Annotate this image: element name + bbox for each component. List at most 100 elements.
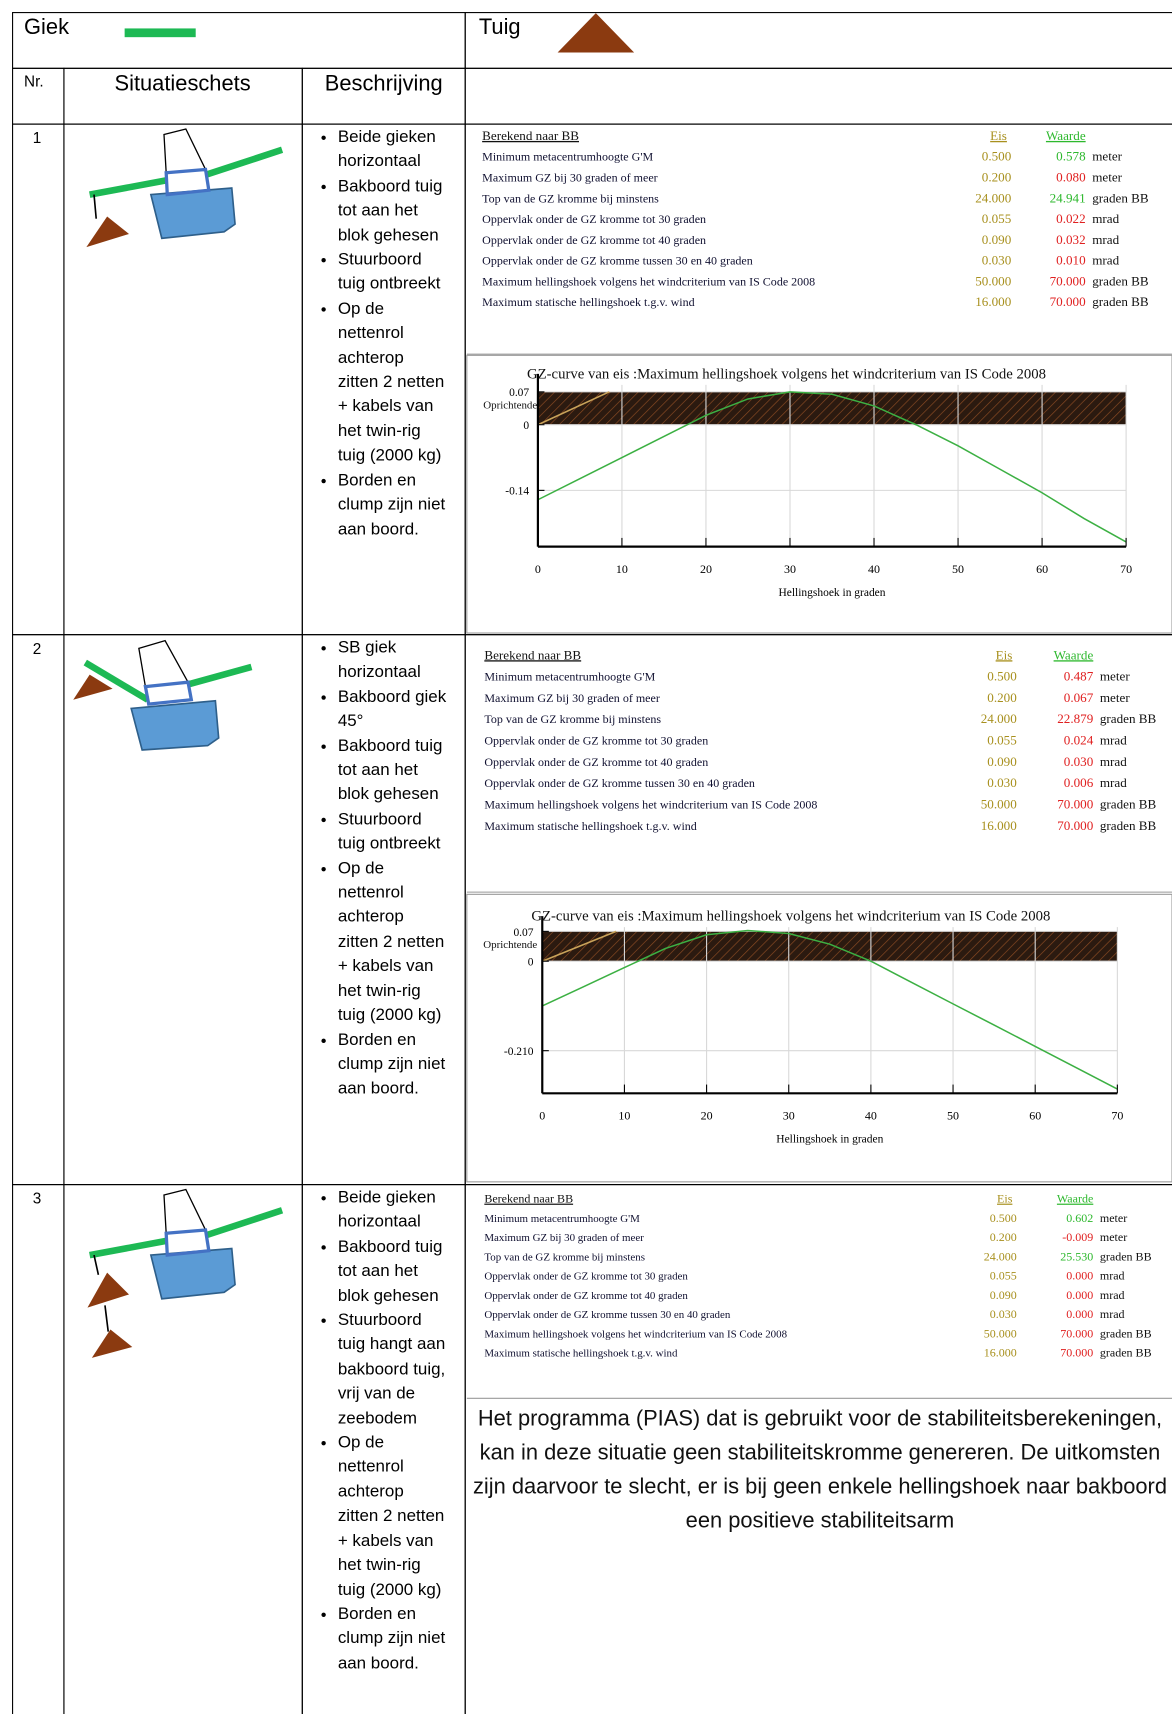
sketch-3 [87, 1188, 284, 1358]
results-title: Berekend naar BB [484, 647, 581, 662]
result-unit: mrad [1100, 1307, 1125, 1321]
x-tick-label: 70 [1120, 562, 1132, 576]
result-waarde: 24.941 [1050, 190, 1086, 205]
result-eis: 0.090 [987, 754, 1017, 769]
x-tick-label: 30 [784, 562, 796, 576]
y-tick-label: -0.210 [504, 1046, 534, 1058]
result-eis: 0.030 [982, 253, 1012, 268]
gz-curve [537, 391, 610, 426]
results-title: Berekend naar BB [482, 128, 579, 143]
description-item: Bakboord tuig tot aan het blok gehesen [338, 734, 447, 807]
result-unit: graden BB [1100, 1249, 1152, 1263]
description-item: Op de nettenrol achterop zitten 2 netten… [338, 1431, 447, 1602]
col-nr: Nr. [24, 72, 44, 90]
x-tick-label: 10 [616, 562, 628, 576]
x-tick-label: 70 [1111, 1109, 1123, 1123]
description-item: Stuurboord tuig ontbreekt [338, 808, 447, 857]
gz-curve [541, 929, 1118, 1090]
result-label: Oppervlak onder de GZ kromme tot 40 grad… [484, 1290, 688, 1302]
result-label: Oppervlak onder de GZ kromme tot 30 grad… [484, 1271, 688, 1283]
result-label: Oppervlak onder de GZ kromme tot 40 grad… [482, 233, 706, 247]
result-eis: 0.500 [987, 669, 1017, 684]
result-waarde: 70.000 [1050, 294, 1086, 309]
description-item: Borden en clump zijn niet aan boord. [338, 1028, 447, 1101]
result-label: Maximum statische hellingshoek t.g.v. wi… [482, 295, 694, 309]
result-waarde: 70.000 [1060, 1346, 1093, 1360]
x-axis-label: Hellingshoek in graden [776, 1133, 883, 1145]
result-label: Maximum GZ bij 30 graden of meer [484, 1232, 644, 1244]
result-waarde: 0.487 [1064, 669, 1094, 684]
row-number: 1 [32, 129, 42, 147]
result-waarde: 0.080 [1056, 169, 1086, 184]
result-label: Minimum metacentrumhoogte G'M [482, 150, 653, 164]
x-tick-label: 50 [947, 1109, 959, 1123]
waarde-header: Waarde [1057, 1192, 1093, 1206]
x-tick-label: 40 [868, 562, 880, 576]
result-unit: mrad [1100, 754, 1127, 769]
description-item: Beide gieken horizontaal [338, 1186, 447, 1235]
result-eis: 24.000 [984, 1249, 1017, 1263]
description-item: Bakboord tuig tot aan het blok gehesen [338, 1235, 447, 1308]
result-waarde: -0.009 [1062, 1230, 1093, 1244]
result-label: Maximum statische hellingshoek t.g.v. wi… [484, 819, 696, 833]
result-waarde: 70.000 [1057, 818, 1093, 833]
description-item: SB giek horizontaal [338, 636, 447, 685]
result-label: Top van de GZ kromme bij minstens [482, 191, 659, 205]
result-eis: 16.000 [984, 1346, 1017, 1360]
chart-title: GZ-curve van eis :Maximum hellingshoek v… [527, 366, 1046, 382]
result-unit: mrad [1092, 253, 1119, 268]
result-eis: 50.000 [975, 273, 1011, 288]
chart-title: GZ-curve van eis :Maximum hellingshoek v… [531, 909, 1050, 925]
tuig-label: Tuig [478, 15, 521, 40]
result-waarde: 0.578 [1056, 149, 1086, 164]
result-eis: 0.090 [982, 232, 1012, 247]
result-waarde: 22.879 [1057, 711, 1093, 726]
result-label: Maximum hellingshoek volgens het windcri… [484, 1328, 787, 1340]
result-eis: 24.000 [981, 711, 1017, 726]
result-unit: mrad [1092, 232, 1119, 247]
result-waarde: 0.010 [1056, 253, 1086, 268]
table-cell [464, 1184, 1172, 1714]
result-unit: meter [1100, 1230, 1127, 1244]
result-label: Maximum hellingshoek volgens het windcri… [484, 797, 817, 811]
description-list: Beide gieken horizontaalBakboord tuig to… [314, 1186, 447, 1676]
result-label: Oppervlak onder de GZ kromme tussen 30 e… [484, 1309, 731, 1321]
x-tick-label: 10 [618, 1109, 630, 1123]
result-label: Oppervlak onder de GZ kromme tot 40 grad… [484, 755, 708, 769]
result-eis: 0.500 [990, 1211, 1017, 1225]
result-unit: meter [1100, 1211, 1127, 1225]
y-axis-label: Oprichtende [483, 939, 537, 951]
y-tick-label: 0 [523, 420, 529, 432]
x-tick-label: 20 [701, 1109, 713, 1123]
result-unit: mrad [1100, 1269, 1125, 1283]
x-tick-label: 40 [865, 1109, 877, 1123]
y-tick-label: 0.07 [509, 387, 529, 399]
description-list: SB giek horizontaalBakboord giek 45°Bakb… [314, 636, 447, 1101]
x-tick-label: 20 [700, 562, 712, 576]
result-unit: graden BB [1100, 711, 1157, 726]
result-eis: 0.030 [990, 1307, 1017, 1321]
y-tick-label: 0 [528, 957, 534, 969]
gz-curve [537, 391, 1127, 543]
sketch-1 [86, 128, 284, 248]
result-eis: 0.200 [987, 690, 1017, 705]
result-unit: meter [1100, 690, 1130, 705]
giek-legend-icon [124, 28, 196, 38]
eis-header: Eis [997, 1192, 1013, 1206]
y-tick-label: 0.07 [513, 927, 533, 939]
description-item: Borden en clump zijn niet aan boord. [338, 1603, 447, 1676]
result-unit: meter [1092, 169, 1122, 184]
result-label: Oppervlak onder de GZ kromme tot 30 grad… [484, 734, 708, 748]
result-waarde: 0.024 [1064, 733, 1094, 748]
result-label: Maximum GZ bij 30 graden of meer [484, 691, 660, 705]
results-title: Berekend naar BB [484, 1192, 573, 1206]
requirement-band [542, 931, 1118, 962]
col-sketch: Situatieschets [114, 72, 251, 97]
chart-frame [466, 354, 1172, 634]
result-waarde: 0.000 [1066, 1307, 1093, 1321]
description-item: Op de nettenrol achterop zitten 2 netten… [338, 857, 447, 1028]
x-tick-label: 50 [952, 562, 964, 576]
result-eis: 0.055 [982, 211, 1012, 226]
result-waarde: 70.000 [1060, 1326, 1093, 1340]
